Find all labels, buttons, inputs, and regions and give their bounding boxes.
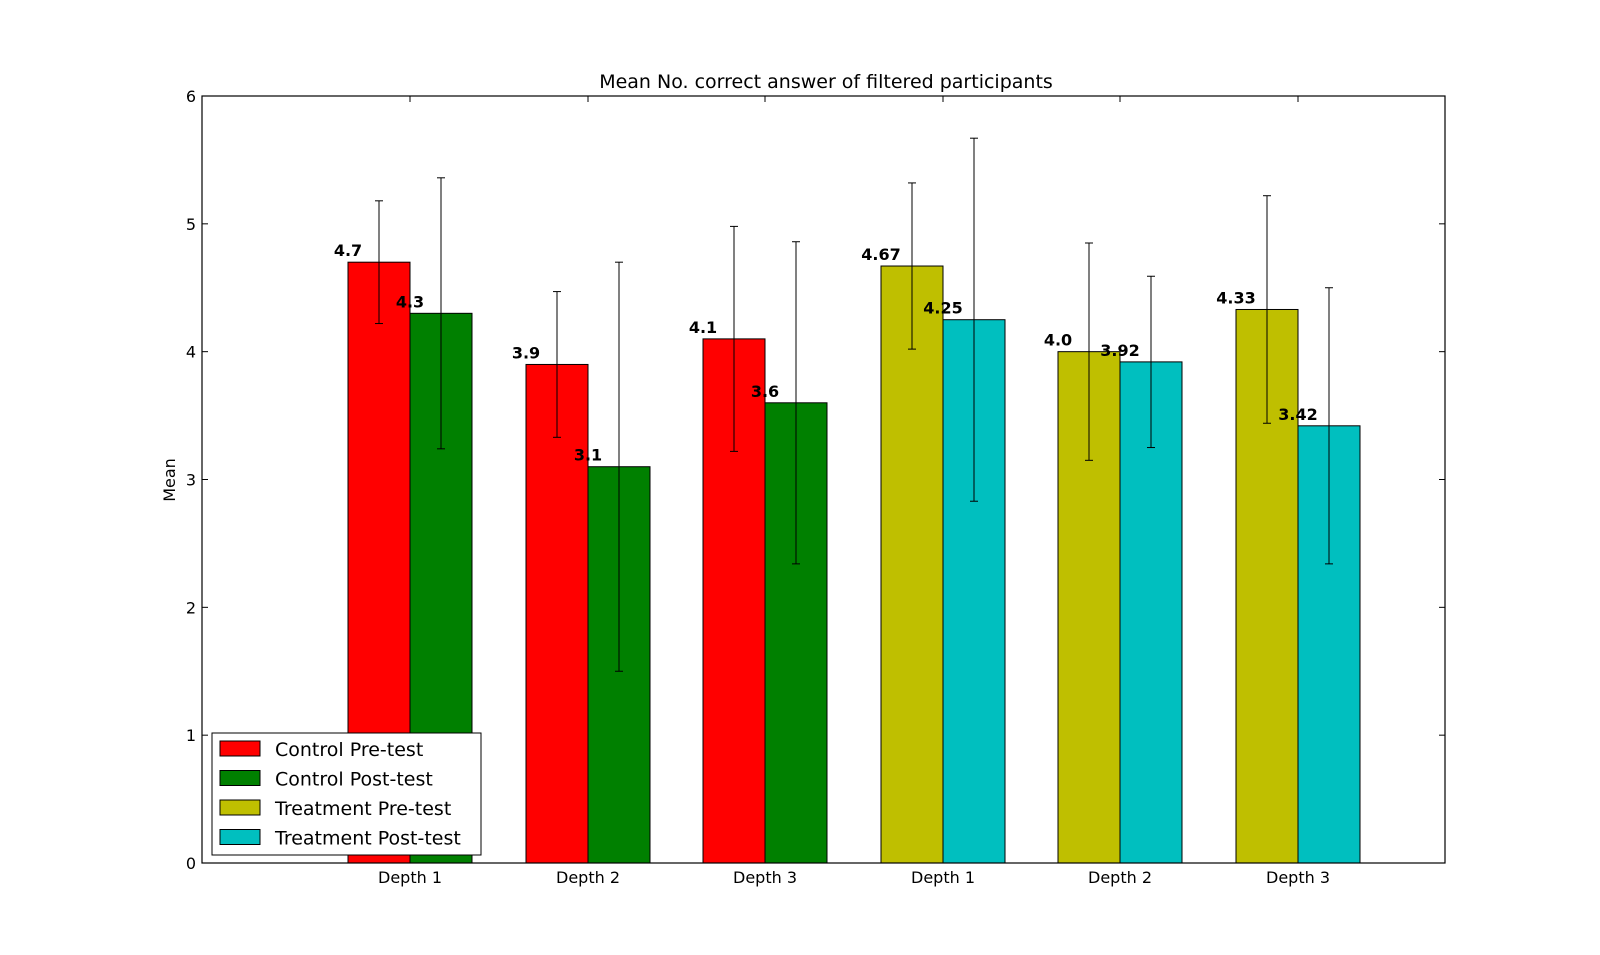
- data-label: 4.3: [396, 292, 424, 311]
- data-label: 4.33: [1216, 288, 1255, 307]
- legend-swatch: [219, 740, 261, 757]
- x-tick-label: Depth 3: [1266, 868, 1330, 887]
- bar: [525, 363, 589, 864]
- legend-swatch: [219, 770, 261, 786]
- legend-swatch: [219, 799, 261, 816]
- x-tick-label: Depth 2: [1088, 868, 1152, 887]
- data-label: 3.1: [574, 446, 602, 465]
- x-tick-label: Depth 3: [733, 868, 797, 887]
- y-tick-label: 6: [186, 87, 196, 106]
- chart-title: Mean No. correct answer of filtered part…: [599, 71, 1053, 93]
- legend-swatch: [219, 829, 261, 845]
- data-label: 3.92: [1100, 341, 1139, 360]
- x-tick-label: Depth 1: [911, 868, 975, 887]
- y-tick-label: 2: [186, 598, 196, 617]
- data-label: 4.7: [334, 241, 362, 260]
- legend-label: Treatment Pre-test: [274, 798, 451, 820]
- data-label: 4.25: [923, 299, 962, 318]
- legend-label: Treatment Post-test: [274, 828, 461, 850]
- y-tick-label: 4: [186, 343, 196, 362]
- data-label: 3.42: [1278, 405, 1317, 424]
- legend-label: Control Pre-test: [275, 739, 423, 761]
- legend: Control Pre-test Control Post-test Treatme…: [211, 732, 482, 856]
- x-tick-label: Depth 2: [556, 868, 620, 887]
- x-tick-label: Depth 1: [378, 868, 442, 887]
- data-label: 4.1: [689, 318, 717, 337]
- data-label: 4.0: [1044, 331, 1072, 350]
- bar: [880, 265, 944, 864]
- y-axis-label: Mean: [160, 458, 179, 502]
- data-label: 4.67: [861, 245, 900, 264]
- legend-label: Control Post-test: [275, 769, 433, 791]
- data-label: 3.9: [512, 343, 540, 362]
- y-tick-label: 3: [186, 471, 196, 490]
- data-label: 3.6: [751, 382, 779, 401]
- y-tick-label: 0: [186, 854, 196, 873]
- axes-frame: [201, 95, 1446, 864]
- y-tick-label: 5: [186, 215, 196, 234]
- y-tick-label: 1: [186, 726, 196, 745]
